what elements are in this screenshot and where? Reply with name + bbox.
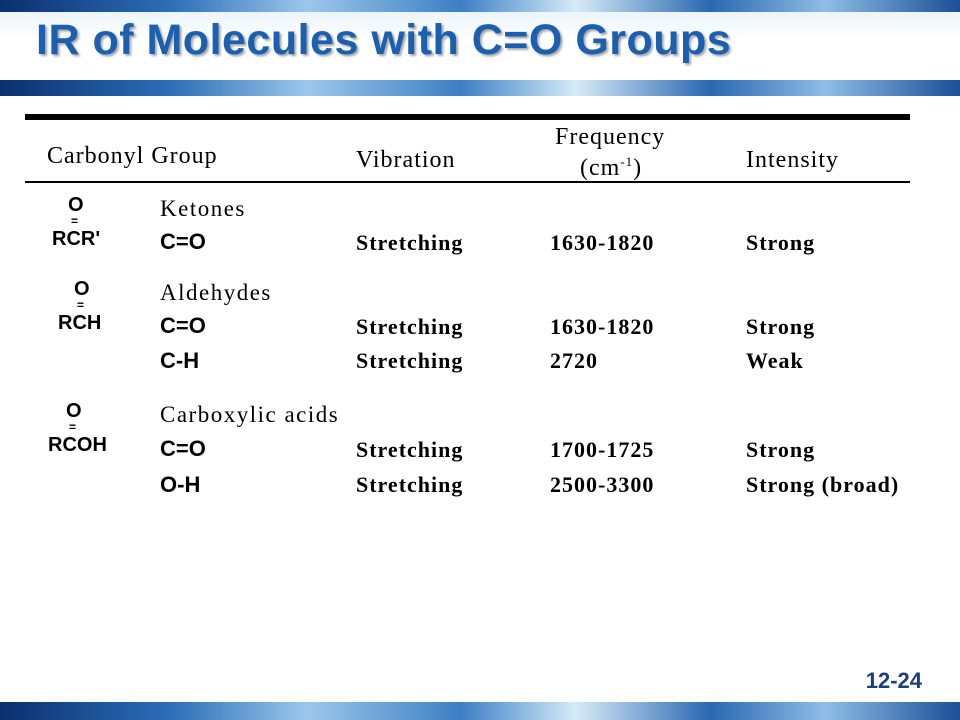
header-frequency: Frequency bbox=[555, 124, 666, 150]
intensity-value: Strong (broad) bbox=[746, 472, 900, 497]
bond-label: C-H bbox=[160, 348, 200, 373]
bond-label: C=O bbox=[160, 436, 206, 461]
structure-formula: RCOH bbox=[48, 434, 107, 456]
slide-number: 12-24 bbox=[865, 668, 922, 693]
intensity-value: Weak bbox=[746, 348, 804, 373]
frequency-value: 1630-1820 bbox=[550, 314, 655, 339]
oxygen-atom: O bbox=[74, 278, 90, 300]
intensity-value: Strong bbox=[746, 314, 816, 339]
vibration-value: Stretching bbox=[356, 348, 464, 373]
title-background bbox=[0, 12, 960, 80]
frequency-value: 2500-3300 bbox=[550, 472, 655, 497]
table-top-rule bbox=[25, 114, 910, 120]
table-header-rule bbox=[25, 181, 910, 183]
vibration-value: Stretching bbox=[356, 230, 464, 255]
bottom-decorative-band bbox=[0, 702, 960, 720]
ketone-structure: O = RCR' bbox=[52, 194, 142, 254]
frequency-value: 1630-1820 bbox=[550, 230, 655, 255]
vibration-value: Stretching bbox=[356, 314, 464, 339]
double-bond-mark: = bbox=[69, 420, 77, 434]
bond-label: C=O bbox=[160, 229, 206, 254]
aldehyde-structure: O = RCH bbox=[58, 278, 148, 338]
slide-title: IR of Molecules with C=O Groups bbox=[36, 16, 732, 64]
title-underline-band bbox=[0, 80, 960, 96]
frequency-value: 1700-1725 bbox=[550, 437, 655, 462]
header-carbonyl-group: Carbonyl Group bbox=[47, 143, 218, 169]
intensity-value: Strong bbox=[746, 437, 816, 462]
double-bond-mark: = bbox=[71, 214, 79, 228]
carboxylic-acid-structure: O = RCOH bbox=[48, 400, 148, 460]
bond-label: C=O bbox=[160, 313, 206, 338]
oxygen-atom: O bbox=[68, 194, 84, 216]
top-decorative-band bbox=[0, 0, 960, 12]
group-name-aldehydes: Aldehydes bbox=[160, 280, 272, 305]
bond-label: O-H bbox=[160, 472, 201, 497]
header-frequency-unit: (cm-1) bbox=[580, 154, 643, 181]
group-name-ketones: Ketones bbox=[160, 196, 246, 221]
structure-formula: RCR' bbox=[52, 228, 101, 250]
double-bond-mark: = bbox=[77, 298, 85, 312]
structure-formula: RCH bbox=[58, 312, 102, 334]
intensity-value: Strong bbox=[746, 230, 816, 255]
group-name-carboxylic-acids: Carboxylic acids bbox=[160, 402, 340, 427]
vibration-value: Stretching bbox=[356, 437, 464, 462]
frequency-value: 2720 bbox=[550, 348, 598, 373]
header-vibration: Vibration bbox=[356, 147, 456, 173]
oxygen-atom: O bbox=[66, 400, 82, 422]
header-intensity: Intensity bbox=[746, 147, 839, 173]
vibration-value: Stretching bbox=[356, 472, 464, 497]
